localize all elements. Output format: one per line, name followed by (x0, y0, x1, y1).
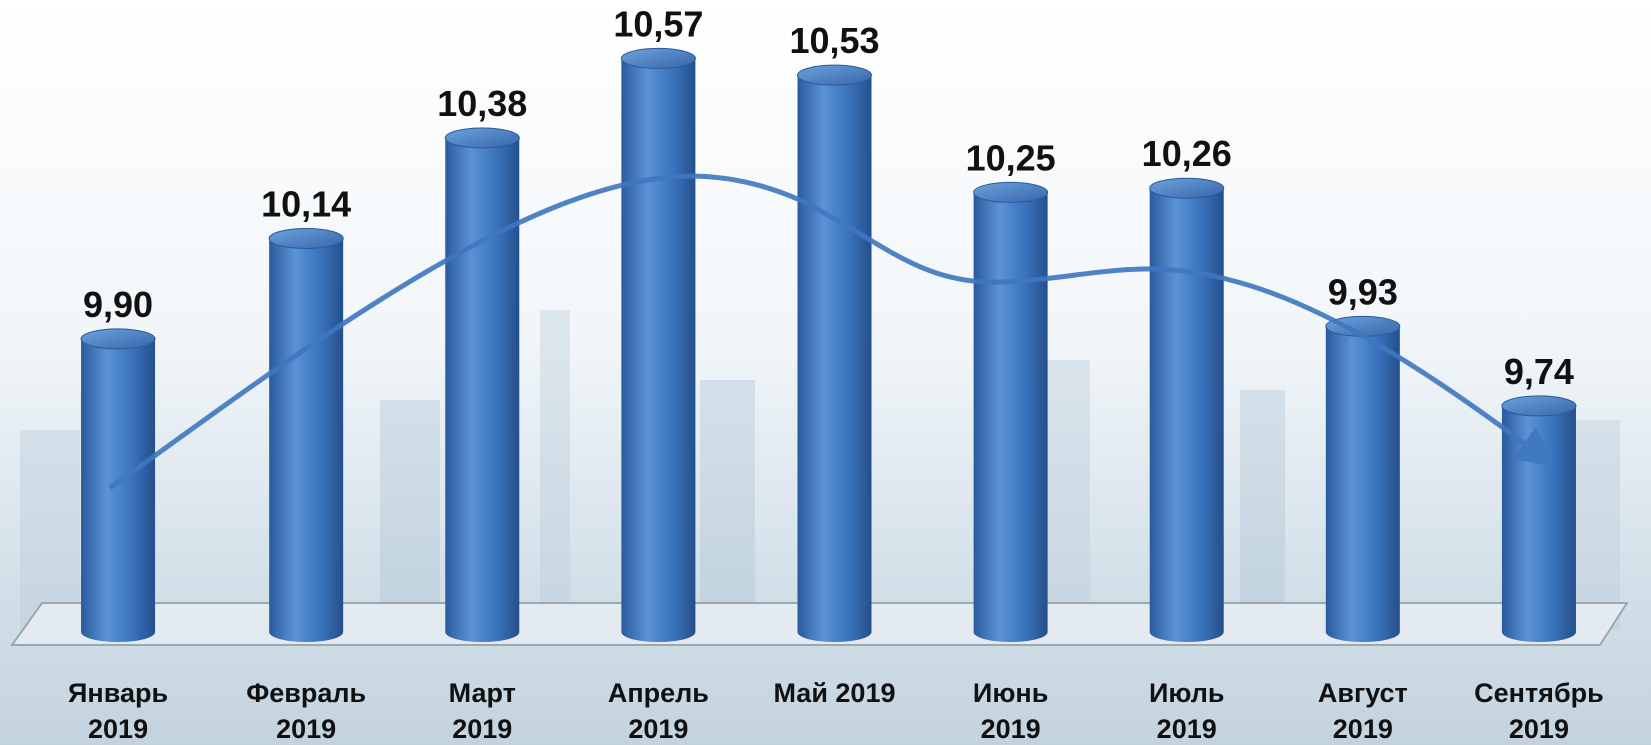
value-label: 10,53 (789, 20, 879, 61)
bar-cap (269, 228, 343, 248)
bar (1502, 406, 1576, 642)
bar-cap (1150, 178, 1224, 198)
value-label: 10,26 (1142, 133, 1232, 174)
bar (1150, 188, 1224, 642)
bar (269, 238, 343, 642)
bar-cap (798, 65, 872, 85)
value-label: 10,14 (261, 183, 351, 224)
x-tick-label: Май 2019 (773, 678, 895, 708)
chart: 9,90Январь201910,14Февраль201910,38Март2… (0, 0, 1651, 745)
bar-cap (621, 48, 695, 68)
bar-cap (974, 182, 1048, 202)
bar (798, 75, 872, 642)
bar (445, 138, 519, 642)
bar (1326, 326, 1400, 642)
bar-cap (81, 329, 155, 349)
value-label: 10,38 (437, 83, 527, 124)
value-label: 10,57 (613, 3, 703, 44)
bar-cap (445, 128, 519, 148)
bar (974, 192, 1048, 642)
bar-cap (1502, 396, 1576, 416)
bar (81, 339, 155, 642)
value-label: 9,93 (1328, 271, 1398, 312)
value-label: 9,74 (1504, 351, 1574, 392)
value-label: 10,25 (966, 137, 1056, 178)
value-label: 9,90 (83, 284, 153, 325)
bar (621, 58, 695, 642)
